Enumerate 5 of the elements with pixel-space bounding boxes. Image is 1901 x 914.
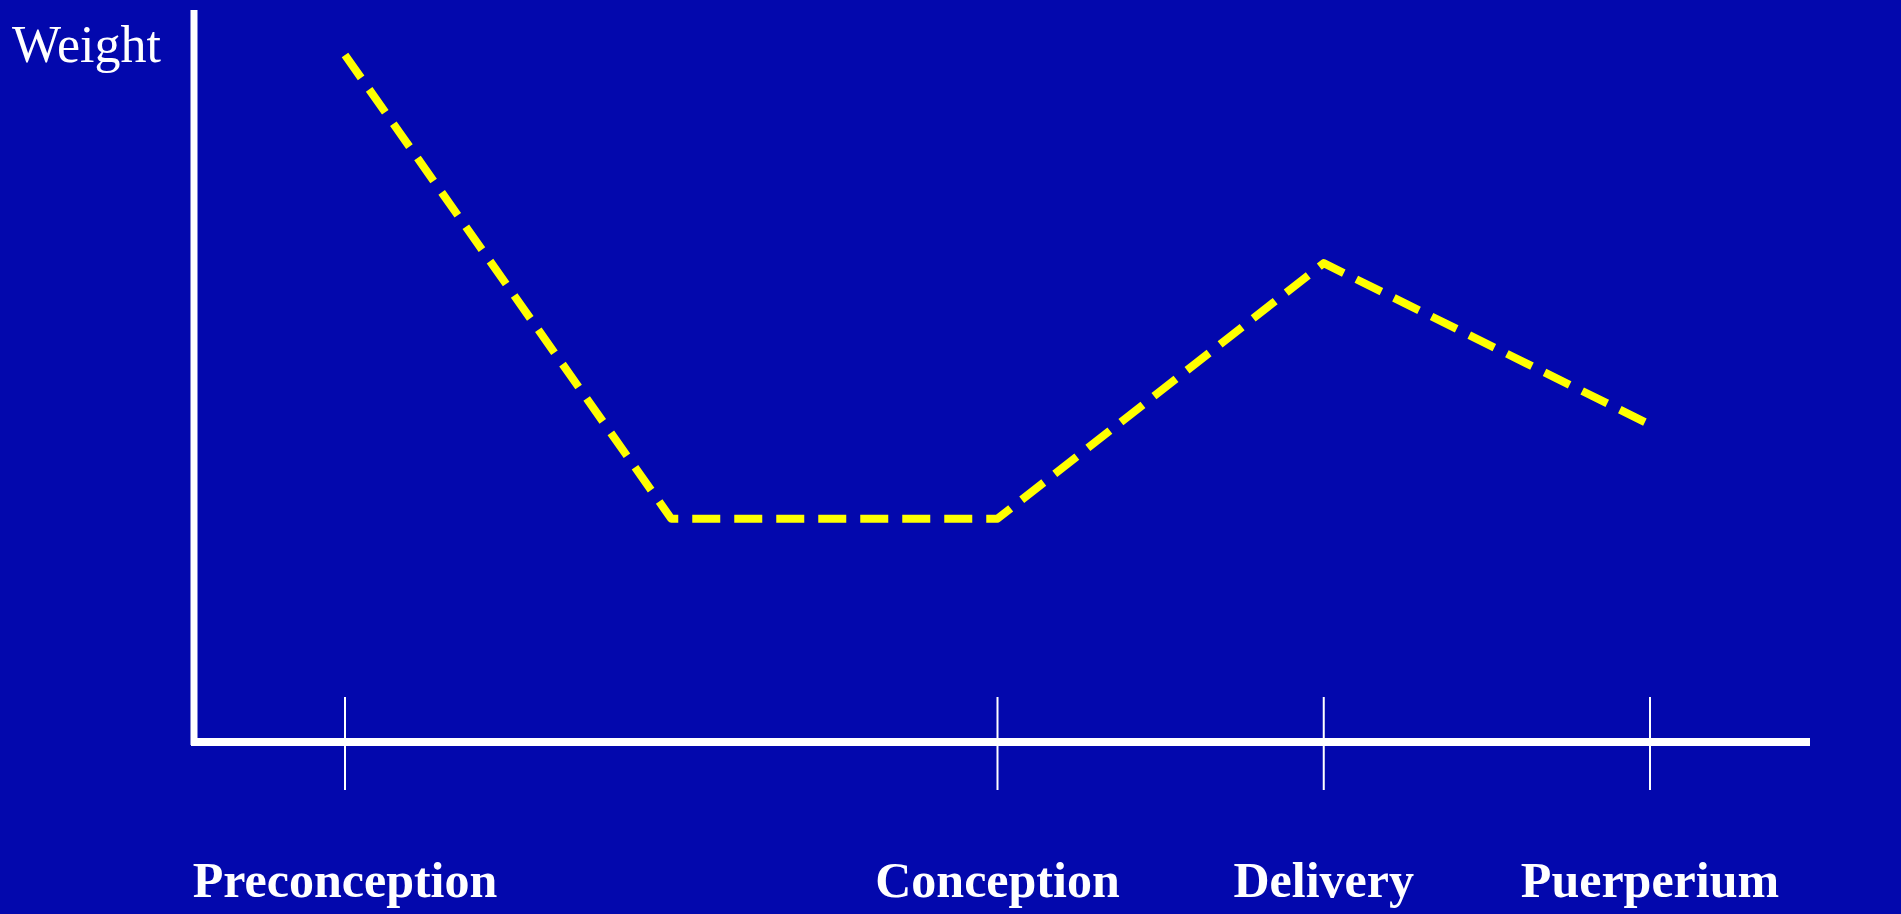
- x-tick-label: Puerperium: [1520, 852, 1780, 908]
- x-tick-label: Delivery: [1233, 852, 1414, 908]
- y-axis-title: Weight: [12, 16, 162, 73]
- x-tick-label: Preconception: [192, 852, 498, 908]
- x-tick-label: Conception: [875, 852, 1120, 908]
